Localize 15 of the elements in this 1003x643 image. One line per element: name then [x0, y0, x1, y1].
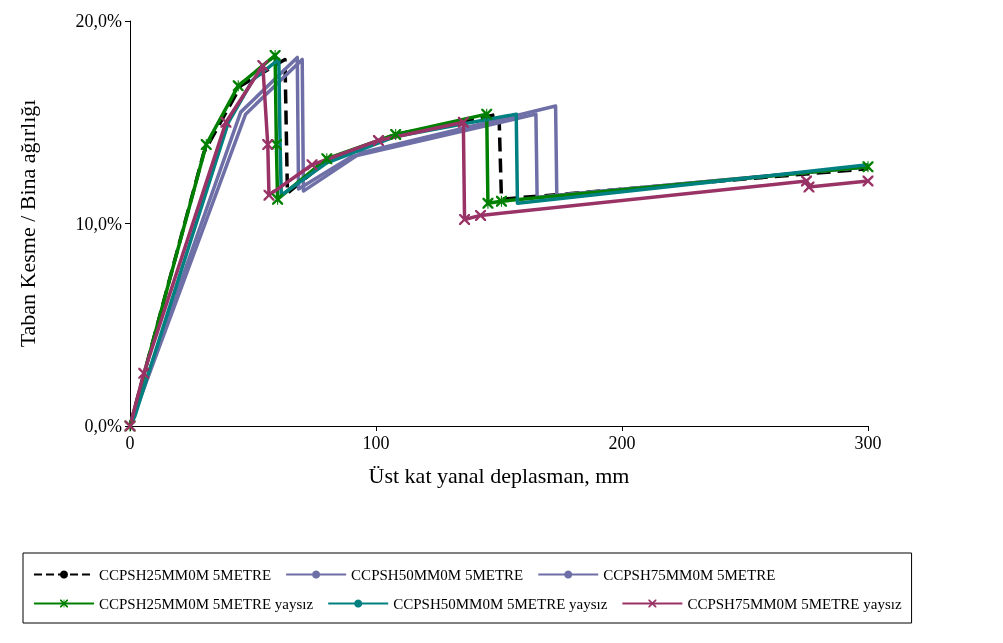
legend-label: CCPSH50MM0M 5METRE yaysız: [393, 595, 608, 612]
legend-label: CCPSH25MM0M 5METRE yaysız: [99, 595, 314, 612]
y-tick-label: 0,0%: [84, 416, 122, 436]
x-tick-label: 100: [362, 433, 390, 453]
y-tick-label: 20,0%: [75, 11, 122, 31]
x-axis-title: Üst kat yanal deplasman, mm: [368, 462, 630, 488]
legend-label: CCPSH25MM0M 5METRE: [99, 566, 272, 583]
legend-label: CCPSH75MM0M 5METRE yaysız: [687, 595, 902, 612]
legend-label: CCPSH75MM0M 5METRE: [603, 566, 776, 583]
x-tick-label: 200: [608, 433, 636, 453]
x-tick-label: 0: [125, 433, 135, 453]
y-tick-label: 10,0%: [75, 213, 122, 234]
legend-label: CCPSH50MM0M 5METRE: [351, 566, 524, 583]
x-tick-label: 300: [854, 433, 882, 453]
y-axis-title: Taban Kesme / Bina ağırlığı: [14, 99, 40, 348]
